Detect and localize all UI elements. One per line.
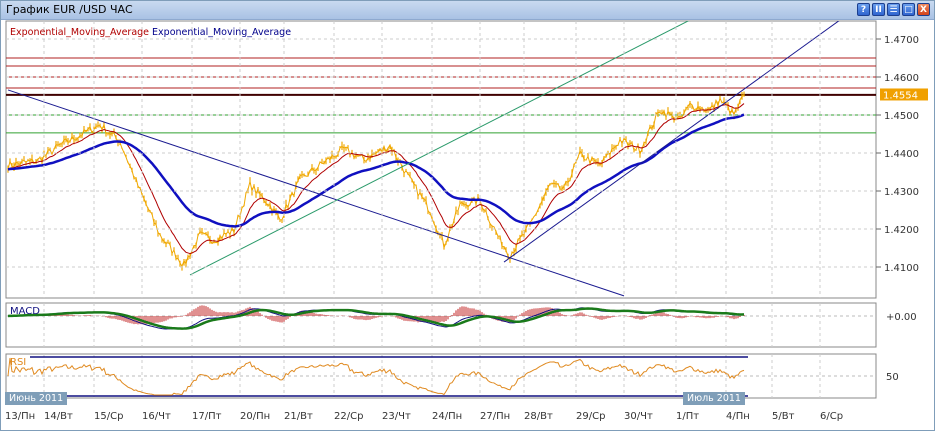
split-button[interactable]: II bbox=[872, 3, 885, 16]
date-label: 13/Пн bbox=[5, 411, 35, 422]
date-label: 5/Вт bbox=[772, 411, 795, 422]
legend-ema-slow: Exponential_Moving_Average bbox=[152, 27, 292, 38]
date-label: 22/Ср bbox=[334, 411, 363, 422]
date-label: 21/Вт bbox=[284, 411, 313, 422]
main-panel bbox=[5, 20, 877, 299]
minimize-button[interactable]: ☰ bbox=[887, 3, 900, 16]
price-tick-label: 1.4400 bbox=[884, 149, 919, 160]
legend: Exponential_Moving_Average Exponential_M… bbox=[10, 27, 291, 38]
macd-tick-label: +0.00 bbox=[886, 312, 917, 323]
month-label-july: Июль 2011 bbox=[683, 392, 745, 405]
date-label: 1/Пт bbox=[676, 411, 699, 422]
price-tick-label: 1.4200 bbox=[884, 225, 919, 236]
trendline bbox=[7, 89, 625, 297]
date-label: 17/Пт bbox=[192, 411, 222, 422]
rsi-line bbox=[7, 357, 745, 396]
date-label: 29/Ср bbox=[576, 411, 605, 422]
macd-signal-line bbox=[7, 307, 745, 330]
rsi-label: RSI bbox=[10, 357, 26, 368]
date-label: 30/Чт bbox=[624, 411, 653, 422]
date-label: 16/Чт bbox=[142, 411, 171, 422]
ema-fast-line bbox=[7, 103, 745, 255]
date-label: 27/Пн bbox=[480, 411, 510, 422]
current-price-badge bbox=[880, 88, 928, 101]
month-label-june: Июнь 2011 bbox=[5, 392, 68, 405]
help-button[interactable]: ? bbox=[857, 3, 870, 16]
legend-ema-fast: Exponential_Moving_Average bbox=[10, 27, 150, 38]
date-label: 24/Пн bbox=[432, 411, 462, 422]
date-label: 14/Вт bbox=[44, 411, 73, 422]
date-label: 4/Пн bbox=[726, 411, 750, 422]
window-title: График EUR /USD ЧАС bbox=[6, 3, 133, 16]
maximize-button[interactable]: □ bbox=[902, 3, 915, 16]
price-tick-label: 1.4500 bbox=[884, 111, 919, 122]
date-label: 20/Пн bbox=[240, 411, 270, 422]
date-label: 23/Чт bbox=[382, 411, 411, 422]
trendline bbox=[503, 21, 840, 263]
date-label: 28/Вт bbox=[524, 411, 553, 422]
price-tick-label: 1.4300 bbox=[884, 187, 919, 198]
main-plot-area bbox=[6, 21, 876, 297]
current-price-label: 1.4554 bbox=[883, 90, 918, 101]
macd-label: MACD bbox=[10, 306, 40, 317]
rsi-tick-label: 50 bbox=[886, 372, 899, 383]
close-button[interactable]: X bbox=[917, 3, 930, 16]
price-tick-label: 1.4600 bbox=[884, 73, 919, 84]
price-tick-label: 1.4100 bbox=[884, 263, 919, 274]
price-tick-label: 1.4700 bbox=[884, 35, 919, 46]
price-line bbox=[7, 94, 745, 268]
trendline bbox=[189, 21, 690, 276]
date-label: 6/Ср bbox=[820, 411, 843, 422]
ema-slow-line bbox=[7, 113, 745, 228]
title-bar[interactable]: График EUR /USD ЧАС ? II ☰ □ X bbox=[1, 1, 934, 20]
date-label: 15/Ср bbox=[94, 411, 123, 422]
